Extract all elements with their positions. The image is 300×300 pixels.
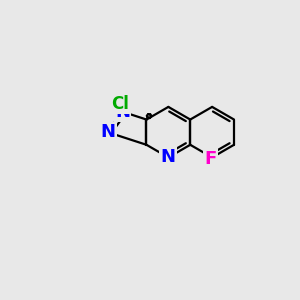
Text: N: N [161,148,176,166]
Text: N: N [100,123,115,141]
Text: Cl: Cl [112,94,129,112]
Text: N: N [115,103,130,121]
Text: F: F [204,149,216,167]
